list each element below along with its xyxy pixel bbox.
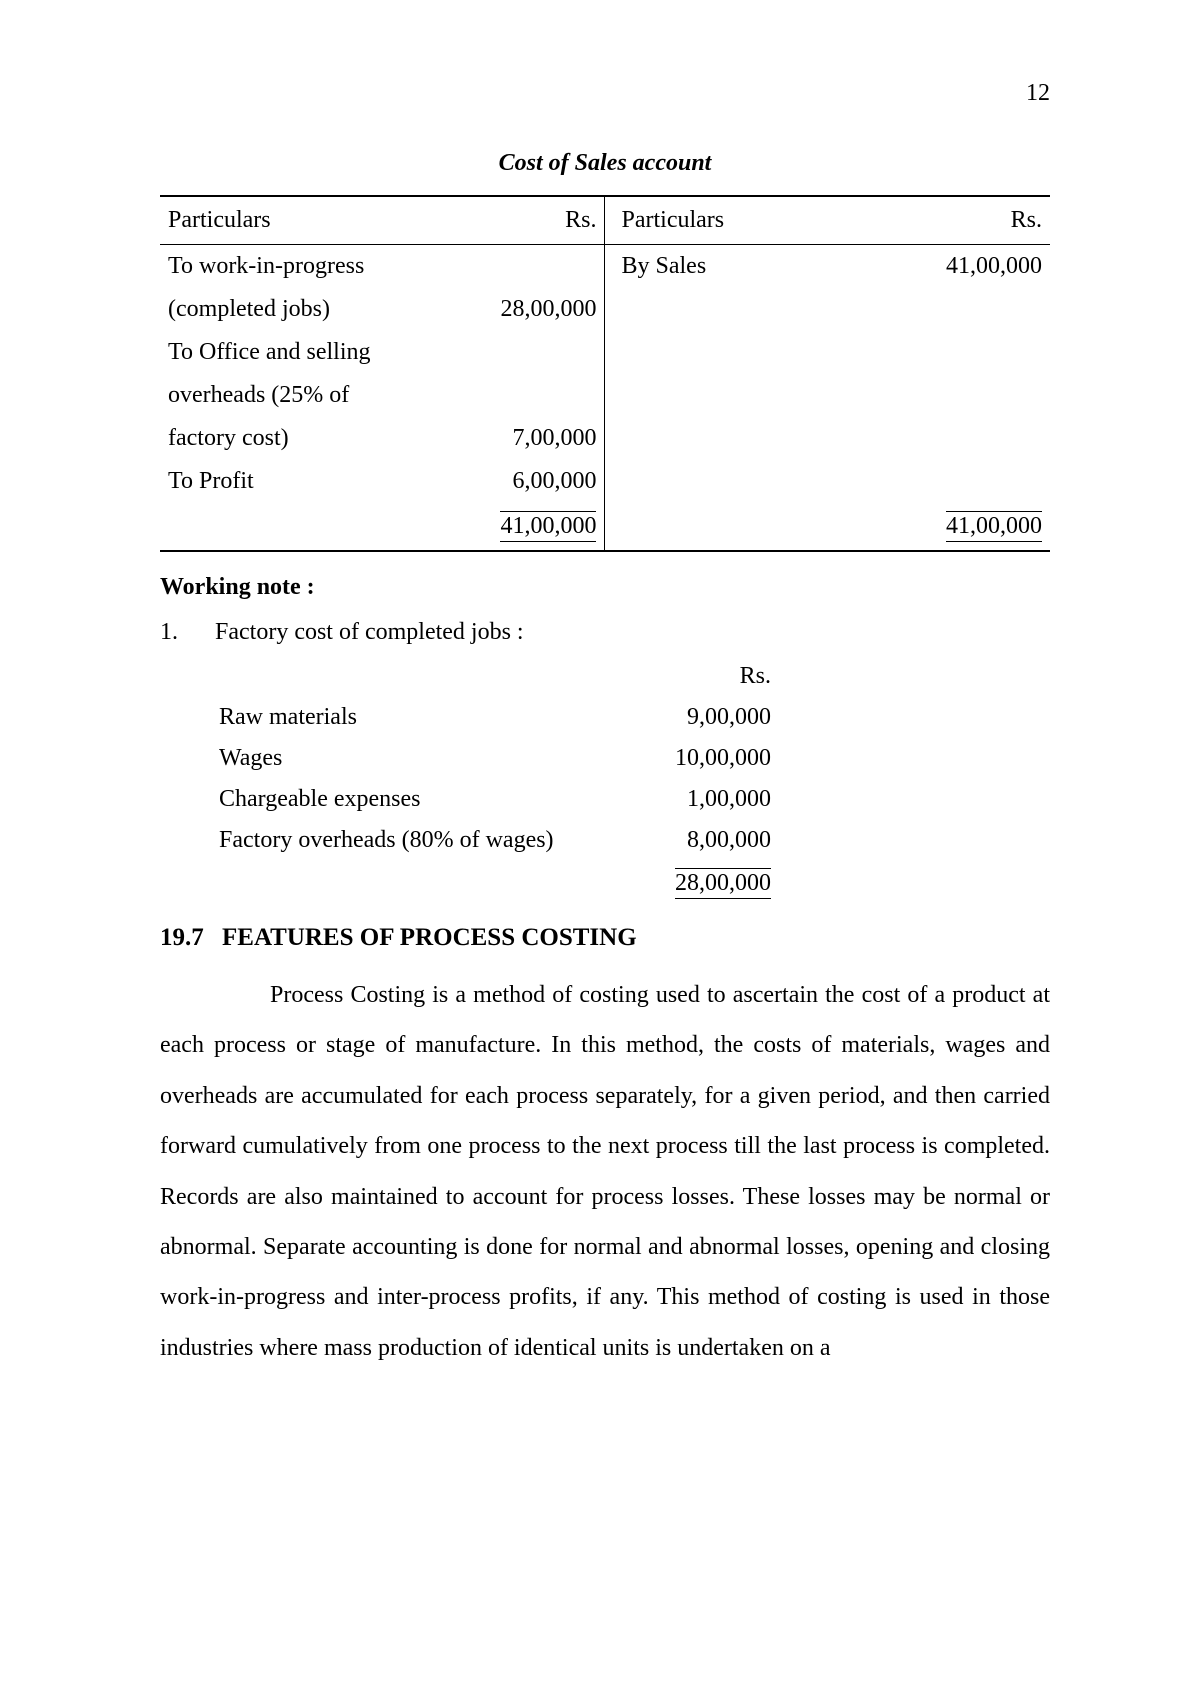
table-title: Cost of Sales account	[160, 150, 1050, 177]
total-right-value: 41,00,000	[946, 511, 1042, 542]
note-label: Wages	[215, 738, 645, 779]
table-header-row: Particulars Rs. Particulars Rs.	[160, 196, 1050, 245]
cell-left-label: To work-in-progress	[160, 245, 436, 289]
header-rs-right: Rs.	[845, 196, 1050, 245]
cell-total-right: 41,00,000	[845, 503, 1050, 551]
cell-right-label	[605, 460, 845, 503]
page: 12 Cost of Sales account Particulars Rs.…	[0, 0, 1200, 1697]
note-amt: 1,00,000	[645, 779, 775, 820]
cell-right-amt	[845, 460, 1050, 503]
cell-left-amt	[436, 331, 605, 374]
header-particulars-right: Particulars	[605, 196, 845, 245]
header-particulars-left: Particulars	[160, 196, 436, 245]
note-amt: 8,00,000	[645, 820, 775, 861]
cell-right-label	[605, 417, 845, 460]
note-label: Chargeable expenses	[215, 779, 645, 820]
note-label: Raw materials	[215, 697, 645, 738]
cell-left-label: To Office and selling	[160, 331, 436, 374]
cell-right-amt	[845, 374, 1050, 417]
cell-empty	[605, 503, 845, 551]
note-total-value: 28,00,000	[675, 868, 771, 899]
note-1-table-wrap: Rs. Raw materials 9,00,000 Wages 10,00,0…	[215, 656, 1050, 906]
table-row: factory cost) 7,00,000	[160, 417, 1050, 460]
cell-empty	[215, 861, 645, 906]
cell-left-label: (completed jobs)	[160, 288, 436, 331]
cost-of-sales-table: Particulars Rs. Particulars Rs. To work-…	[160, 195, 1050, 552]
cell-left-amt	[436, 374, 605, 417]
body-paragraph: Process Costing is a method of costing u…	[160, 970, 1050, 1373]
table-row: To Office and selling	[160, 331, 1050, 374]
table-row: overheads (25% of	[160, 374, 1050, 417]
cell-empty	[215, 656, 645, 697]
note-title: Factory cost of completed jobs :	[215, 619, 524, 646]
working-note-heading: Working note :	[160, 574, 1050, 601]
note-row: Raw materials 9,00,000	[215, 697, 775, 738]
cell-right-label	[605, 288, 845, 331]
cell-right-label	[605, 331, 845, 374]
cell-empty	[160, 503, 436, 551]
note-row: Factory overheads (80% of wages) 8,00,00…	[215, 820, 775, 861]
cell-total-left: 41,00,000	[436, 503, 605, 551]
note-amt: 9,00,000	[645, 697, 775, 738]
cell-left-amt: 28,00,000	[436, 288, 605, 331]
note-row: Rs.	[215, 656, 775, 697]
header-rs-left: Rs.	[436, 196, 605, 245]
table-total-row: 41,00,000 41,00,000	[160, 503, 1050, 551]
section-heading: 19.7 FEATURES OF PROCESS COSTING	[160, 924, 1050, 952]
note-row: Wages 10,00,000	[215, 738, 775, 779]
note-currency-header: Rs.	[645, 656, 775, 697]
cell-right-label	[605, 374, 845, 417]
note-row: Chargeable expenses 1,00,000	[215, 779, 775, 820]
note-1-line: 1. Factory cost of completed jobs :	[160, 619, 1050, 646]
note-number: 1.	[160, 619, 215, 646]
page-number: 12	[1026, 80, 1050, 107]
cell-right-label: By Sales	[605, 245, 845, 289]
cell-left-amt: 7,00,000	[436, 417, 605, 460]
cell-right-amt	[845, 331, 1050, 374]
table-row: To Profit 6,00,000	[160, 460, 1050, 503]
cell-left-amt: 6,00,000	[436, 460, 605, 503]
cell-left-label: factory cost)	[160, 417, 436, 460]
cell-right-amt	[845, 417, 1050, 460]
note-total: 28,00,000	[645, 861, 775, 906]
cell-right-amt: 41,00,000	[845, 245, 1050, 289]
cell-left-label: To Profit	[160, 460, 436, 503]
section-number: 19.7	[160, 924, 222, 952]
total-left-value: 41,00,000	[500, 511, 596, 542]
note-amt: 10,00,000	[645, 738, 775, 779]
table-row: To work-in-progress By Sales 41,00,000	[160, 245, 1050, 289]
cell-left-amt	[436, 245, 605, 289]
cell-right-amt	[845, 288, 1050, 331]
cell-left-label: overheads (25% of	[160, 374, 436, 417]
note-1-table: Rs. Raw materials 9,00,000 Wages 10,00,0…	[215, 656, 775, 906]
note-label: Factory overheads (80% of wages)	[215, 820, 645, 861]
note-total-row: 28,00,000	[215, 861, 775, 906]
table-row: (completed jobs) 28,00,000	[160, 288, 1050, 331]
section-title: FEATURES OF PROCESS COSTING	[222, 924, 637, 952]
